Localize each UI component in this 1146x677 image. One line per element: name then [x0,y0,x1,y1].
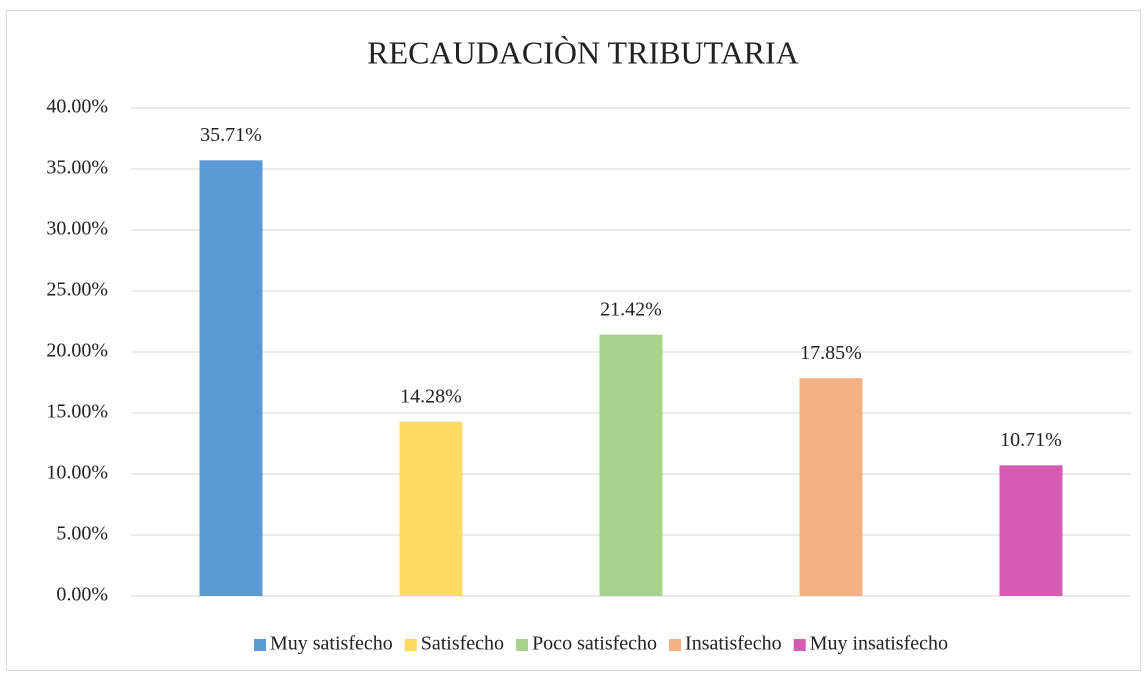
data-label: 21.42% [600,298,662,320]
legend-swatch [793,639,806,651]
bar [999,465,1063,596]
legend-label: Insatisfecho [685,633,782,655]
y-tick-label: 30.00% [46,218,108,240]
data-label: 17.85% [800,342,862,364]
legend-swatch [253,639,266,651]
bar [399,421,463,596]
y-tick-label: 15.00% [46,401,108,423]
y-tick-label: 20.00% [46,340,108,362]
data-label: 35.71% [200,124,262,146]
data-label: 14.28% [400,385,462,407]
legend-label: Satisfecho [421,633,504,655]
legend-swatch [669,639,682,651]
y-tick-label: 35.00% [46,157,108,179]
y-tick-label: 40.00% [46,96,108,118]
y-tick-label: 5.00% [56,523,108,545]
legend-label: Muy satisfecho [270,633,393,655]
bar [199,160,263,596]
legend-label: Poco satisfecho [532,633,657,655]
legend-swatch [404,639,417,651]
chart-border [6,10,1141,671]
data-label: 10.71% [1000,429,1062,451]
y-tick-label: 10.00% [46,462,108,484]
y-tick-label: 0.00% [56,584,108,606]
y-tick-label: 25.00% [46,279,108,301]
chart-title: RECAUDACIÒN TRIBUTARIA [367,34,799,70]
bar [799,378,863,596]
legend-swatch [516,639,529,651]
legend-label: Muy insatisfecho [810,633,948,655]
bar [599,334,663,596]
